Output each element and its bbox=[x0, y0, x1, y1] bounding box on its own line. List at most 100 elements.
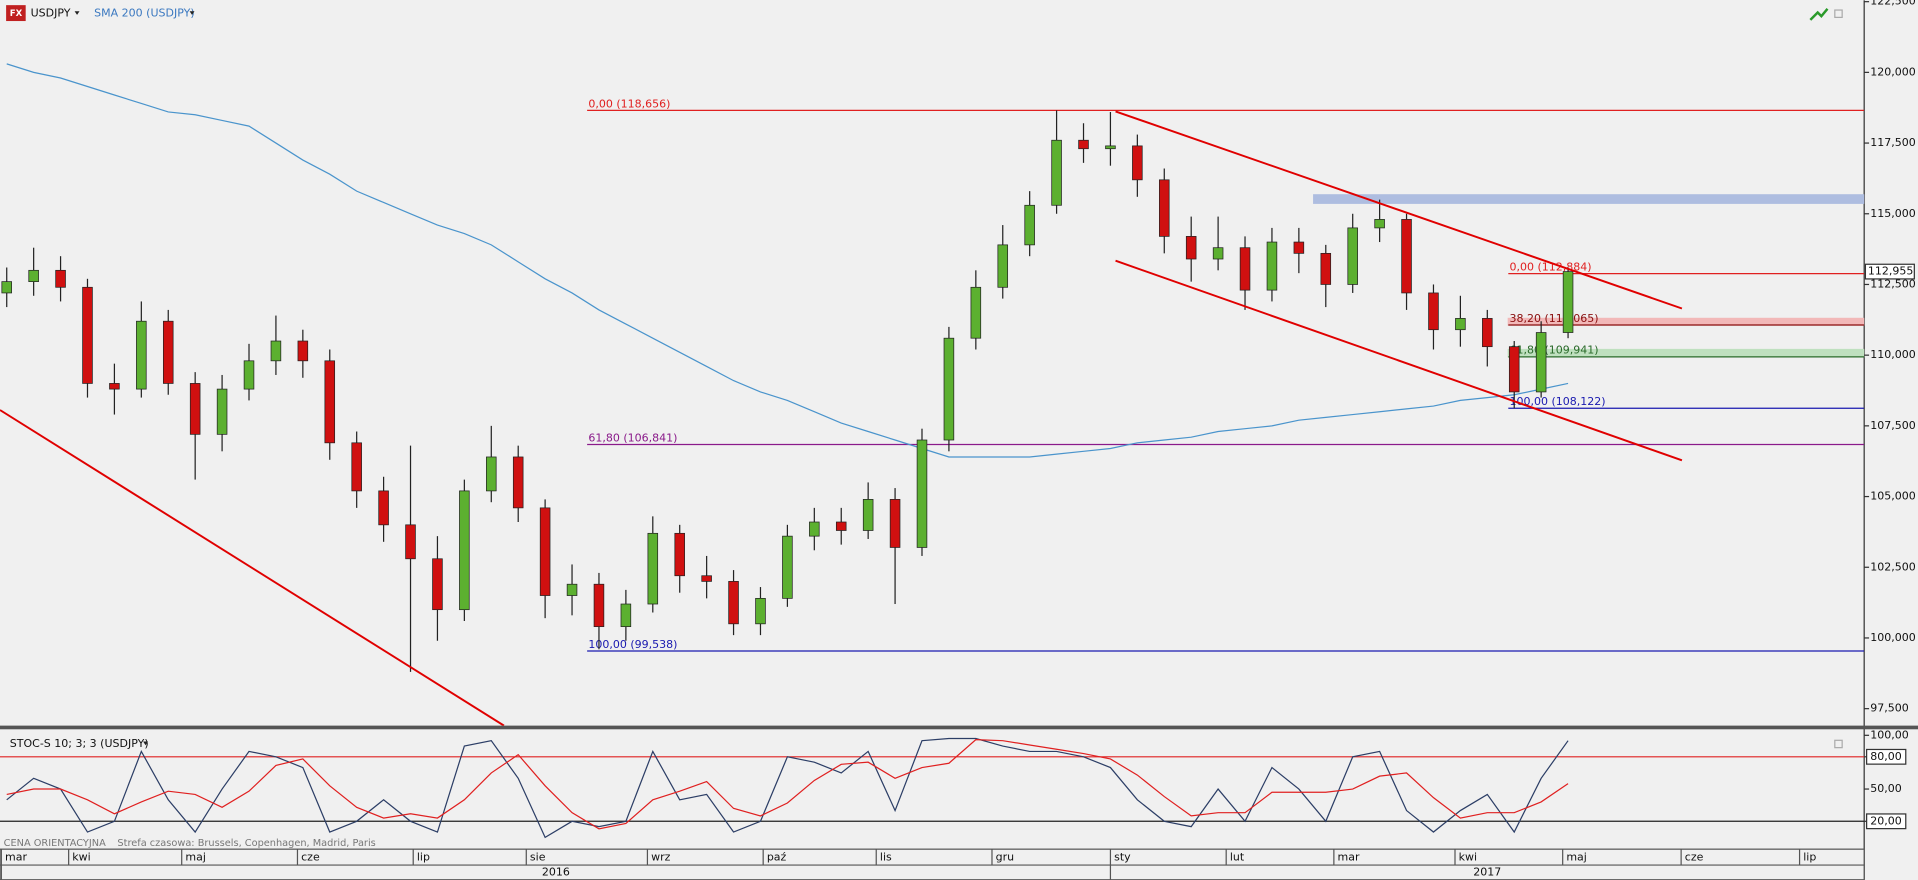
window-button[interactable] bbox=[1834, 739, 1843, 749]
candle-body bbox=[351, 442, 362, 492]
candle-body bbox=[216, 388, 228, 435]
x-tick-label: mar bbox=[1338, 851, 1360, 864]
x-tick-label: maj bbox=[1566, 851, 1587, 864]
trend-line bbox=[1115, 110, 1683, 310]
candle-body bbox=[1078, 139, 1089, 150]
y-tick-label: 120,000 bbox=[1870, 65, 1915, 78]
candle-body bbox=[1347, 227, 1358, 285]
candle-body bbox=[1562, 271, 1574, 333]
candle-body bbox=[1535, 332, 1547, 393]
window-button[interactable] bbox=[1834, 9, 1843, 18]
candle-body bbox=[809, 521, 820, 537]
candle-body bbox=[1024, 204, 1035, 246]
last-price-label: 112,955 bbox=[1868, 265, 1914, 278]
trend-line bbox=[1115, 259, 1683, 462]
indicator-name[interactable]: STOC-S 10; 3; 3 (USDJPY) bbox=[10, 737, 149, 750]
candle-body bbox=[674, 532, 685, 577]
y-tick-label: 80,00 bbox=[1870, 750, 1902, 763]
panel-separator bbox=[0, 725, 1918, 730]
candle-body bbox=[324, 360, 336, 444]
stoch-line bbox=[6, 737, 1569, 839]
header: FX USDJPY SMA 200 (USDJPY) STOC-S 10; 3;… bbox=[4, 5, 1843, 849]
y-tick-label: 100,000 bbox=[1870, 631, 1915, 644]
x-tick-label: sty bbox=[1114, 851, 1131, 864]
x-tick-label: gru bbox=[996, 851, 1014, 864]
candle-body bbox=[1482, 318, 1493, 348]
candle-body bbox=[1293, 241, 1305, 254]
dropdown-arrow[interactable] bbox=[74, 11, 80, 15]
y-tick-label: 105,000 bbox=[1870, 490, 1915, 503]
x-tick-label: mar bbox=[5, 851, 27, 864]
year-label: 2017 bbox=[1473, 865, 1501, 878]
fib-label: 61,80 (109,941) bbox=[1510, 344, 1599, 357]
tick-box bbox=[1866, 748, 1907, 765]
x-tick-label: maj bbox=[185, 851, 206, 864]
candle-body bbox=[1266, 241, 1278, 291]
candle-body bbox=[1105, 145, 1116, 150]
plot: 0,00 (118,656) 61,80 (106,841) 100,00 (99,… bbox=[0, 63, 1865, 726]
dropdown-arrow[interactable] bbox=[143, 741, 149, 746]
x-tick-label: wrz bbox=[651, 851, 671, 864]
zone bbox=[1313, 194, 1865, 204]
candle-body bbox=[1401, 219, 1412, 294]
candle-body bbox=[943, 337, 955, 441]
candle-body bbox=[593, 583, 605, 628]
y-tick-label: 97,500 bbox=[1870, 702, 1909, 715]
x-tick-label: paź bbox=[767, 851, 787, 864]
trend-icon[interactable] bbox=[1809, 8, 1829, 21]
stoch-line bbox=[6, 738, 1569, 830]
candle-body bbox=[755, 597, 766, 625]
candle-body bbox=[82, 286, 93, 384]
candle-body bbox=[916, 439, 928, 548]
candle-body bbox=[189, 383, 201, 435]
candle-body bbox=[136, 320, 147, 390]
candle-body bbox=[162, 320, 174, 384]
candle-body bbox=[889, 499, 901, 548]
candle-body bbox=[997, 244, 1009, 288]
y-tick-label: 107,500 bbox=[1870, 419, 1915, 432]
x-tick-label: cze bbox=[301, 851, 320, 864]
overlay-name[interactable]: SMA 200 (USDJPY) bbox=[94, 7, 194, 20]
candle-body bbox=[782, 535, 793, 599]
footer-note: CENA ORIENTACYJNA bbox=[4, 838, 106, 849]
y-tick-label: 122,500 bbox=[1870, 0, 1915, 8]
candle-body bbox=[835, 521, 847, 531]
candle-body bbox=[862, 499, 874, 531]
last-price-box bbox=[1864, 263, 1915, 280]
candle-body bbox=[647, 532, 659, 605]
tick-box bbox=[1866, 813, 1907, 830]
x-tick-label: lis bbox=[880, 851, 892, 864]
dropdown-arrow[interactable] bbox=[189, 11, 195, 15]
candle-body bbox=[1212, 247, 1224, 260]
candle-body bbox=[1, 281, 12, 294]
sma-line bbox=[6, 63, 1569, 458]
candle-body bbox=[55, 269, 66, 288]
candle-body bbox=[1374, 219, 1385, 229]
candle-body bbox=[1159, 179, 1170, 237]
candle-body bbox=[1508, 346, 1520, 393]
candle-body bbox=[1051, 139, 1062, 206]
candle-body bbox=[270, 340, 282, 362]
x-tick-label: kwi bbox=[1459, 851, 1477, 864]
candle-body bbox=[378, 490, 389, 526]
candle-body bbox=[243, 360, 255, 390]
x-tick-label: lip bbox=[417, 851, 430, 864]
price-axis-area bbox=[1864, 0, 1918, 880]
candle-body bbox=[1320, 252, 1332, 285]
symbol-icon-text: FX bbox=[10, 9, 23, 19]
candle-body bbox=[1239, 247, 1251, 291]
x-tick-label: sie bbox=[530, 851, 546, 864]
x-tick-label: lip bbox=[1803, 851, 1816, 864]
candle-body bbox=[539, 507, 551, 596]
candle-body bbox=[1455, 318, 1466, 331]
candle-body bbox=[109, 383, 120, 390]
candle-body bbox=[566, 583, 578, 596]
candle-body bbox=[1428, 292, 1439, 331]
candle-body bbox=[297, 340, 309, 362]
symbol-name[interactable]: USDJPY bbox=[31, 7, 71, 20]
fib-label: 61,80 (106,841) bbox=[588, 431, 677, 444]
y-tick-label: 20,00 bbox=[1870, 814, 1902, 827]
